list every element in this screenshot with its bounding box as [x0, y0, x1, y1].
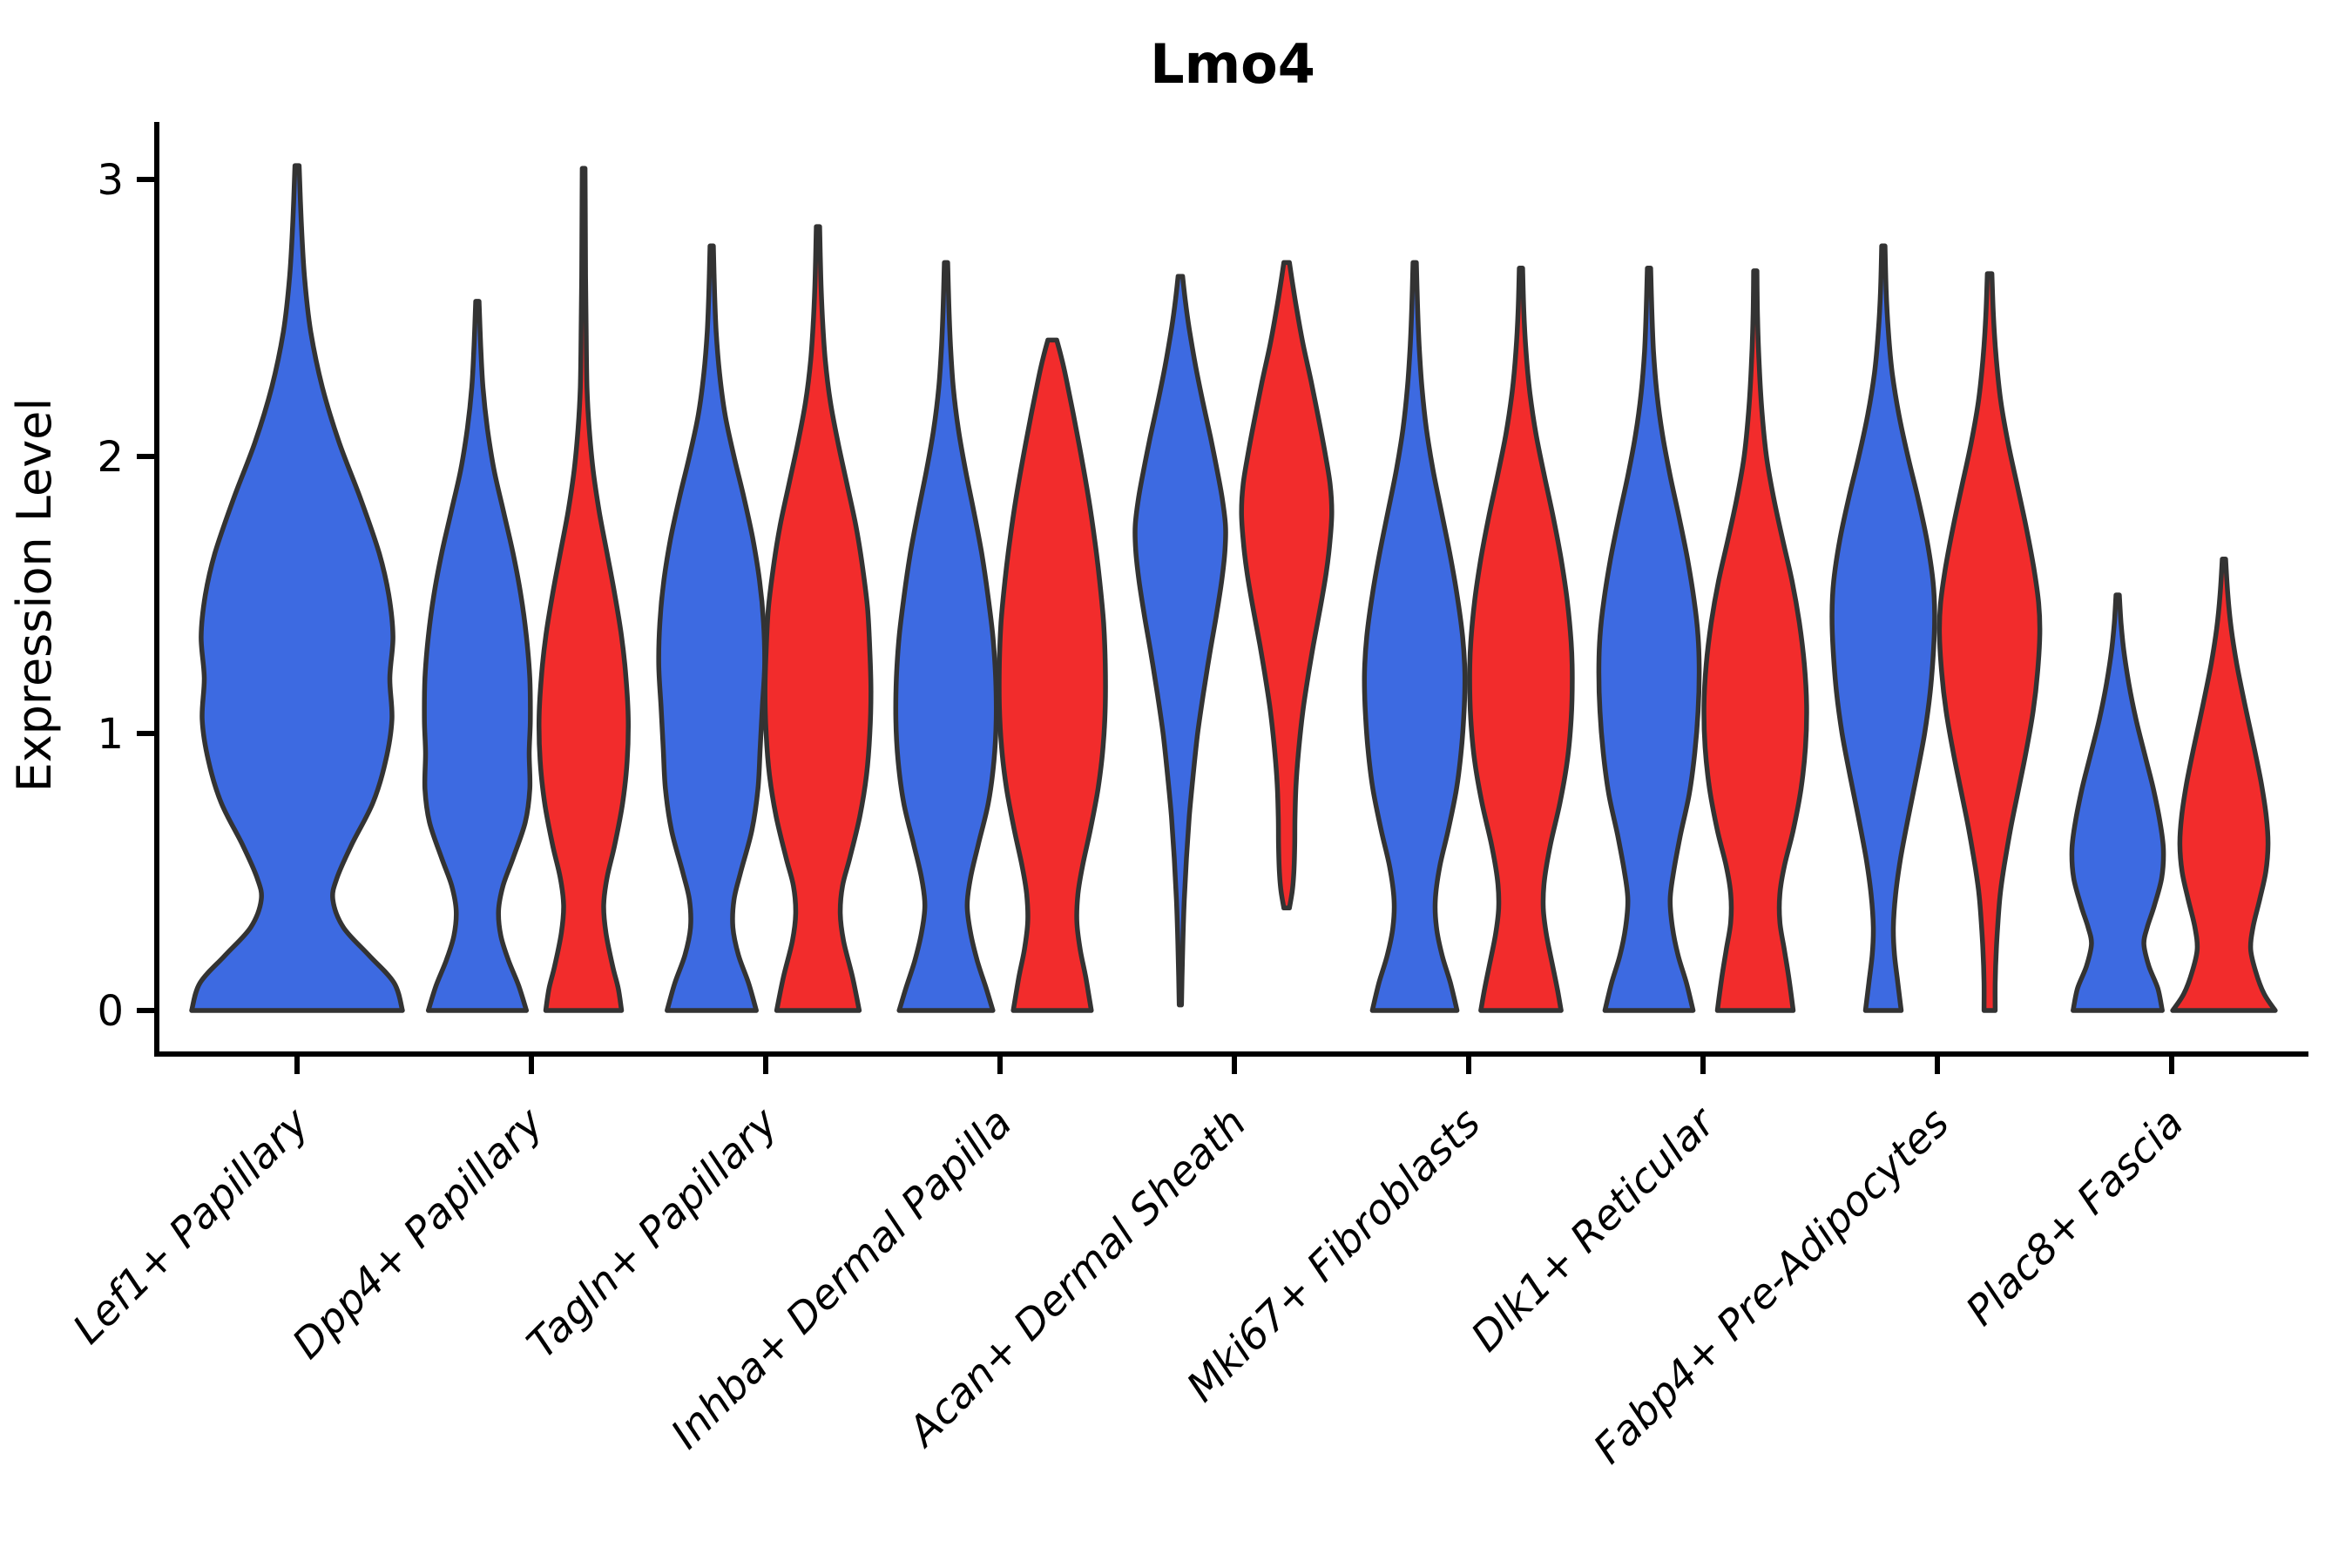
- y-tick-label-2: 2: [97, 433, 124, 482]
- x-tick-label-dpp4-papillary: Dpp4+ Papillary: [283, 1098, 553, 1369]
- x-tick-label-tagln-papillary: Tagln+ Papillary: [518, 1098, 788, 1369]
- y-tick-label-3: 3: [97, 156, 124, 205]
- violin-dlk1-reticular-blue: [1596, 266, 1702, 1013]
- y-axis-label: Expression Level: [7, 398, 62, 793]
- y-tick-label-0: 0: [97, 987, 124, 1036]
- violin-plac8-fascia-blue: [2069, 592, 2166, 1013]
- y-tick-labels: 0 1 2 3: [97, 156, 124, 1036]
- violin-inhba-dermal-papilla-blue: [893, 260, 999, 1013]
- violins-layer: [189, 163, 2278, 1013]
- violin-lef1-papillary-blue: [189, 163, 405, 1013]
- y-tick-label-1: 1: [97, 710, 124, 759]
- violin-tagln-papillary-blue: [656, 243, 767, 1013]
- violin-dpp4-papillary-blue: [422, 299, 533, 1013]
- x-tick-label-lef1-papillary: Lef1+ Papillary: [64, 1098, 319, 1354]
- violin-acan-dermal-sheath-red: [1239, 260, 1335, 911]
- axis-spines: [154, 122, 2308, 1057]
- x-tick-label-dlk1-reticular: Dlk1+ Reticular: [1463, 1098, 1727, 1362]
- violin-dlk1-reticular-red: [1701, 268, 1809, 1013]
- violin-inhba-dermal-papilla-red: [997, 337, 1108, 1013]
- violin-fabp4-pre-adipocytes-red: [1936, 271, 2043, 1013]
- violin-dpp4-papillary-red: [537, 166, 631, 1013]
- x-tick-label-plac8-fascia: Plac8+ Fascia: [1957, 1099, 2193, 1335]
- violin-acan-dermal-sheath-blue: [1132, 274, 1228, 1008]
- violin-fabp4-pre-adipocytes-blue: [1829, 243, 1937, 1013]
- violin-tagln-papillary-red: [762, 224, 874, 1013]
- violin-mki67-fibroblasts-blue: [1362, 260, 1468, 1013]
- axes-layer: [137, 122, 2308, 1074]
- violin-mki67-fibroblasts-red: [1467, 266, 1575, 1013]
- chart-title: Lmo4: [1150, 32, 1315, 96]
- violin-plac8-fascia-red: [2170, 556, 2278, 1013]
